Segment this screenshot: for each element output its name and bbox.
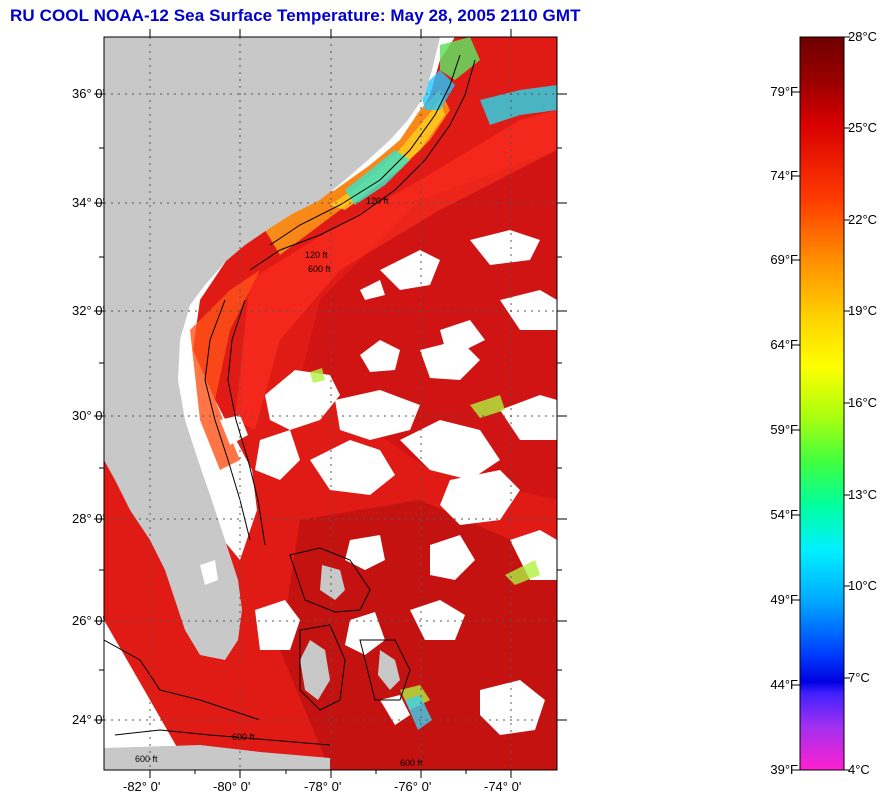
colorbar-c-label: 22°C	[848, 212, 878, 227]
colorbar-f-label: 69°F	[770, 252, 798, 267]
colorbar-c-label: 4°C	[848, 762, 870, 777]
lon-label: -74° 0'	[484, 779, 522, 794]
colorbar-f-label: 54°F	[770, 507, 798, 522]
colorbar-f-label: 59°F	[770, 422, 798, 437]
colorbar-c-label: 19°C	[848, 303, 878, 318]
colorbar-c-label: 7°C	[848, 670, 870, 685]
lat-label: 36° 0'	[72, 86, 105, 101]
colorbar-f-label: 39°F	[770, 762, 798, 777]
colorbar-f-label: 74°F	[770, 168, 798, 183]
colorbar-f-label: 64°F	[770, 337, 798, 352]
lat-label: 28° 0'	[72, 511, 105, 526]
colorbar-f-label: 49°F	[770, 592, 798, 607]
contour-label: 600 ft	[400, 758, 423, 768]
colorbar-f-label: 44°F	[770, 677, 798, 692]
colorbar-c-label: 16°C	[848, 395, 878, 410]
land-region	[104, 37, 440, 660]
lon-label: -82° 0'	[123, 779, 161, 794]
lon-label: -76° 0'	[394, 779, 432, 794]
map-title: RU COOL NOAA-12 Sea Surface Temperature:…	[10, 6, 581, 25]
lat-label: 24° 0'	[72, 712, 105, 727]
contour-label: 600 ft	[308, 264, 331, 274]
lat-label: 32° 0'	[72, 303, 105, 318]
lat-label: 34° 0'	[72, 195, 105, 210]
colorbar-f-label: 79°F	[770, 84, 798, 99]
contour-label: 600 ft	[232, 732, 255, 742]
colorbar-ticks	[794, 36, 850, 771]
colorbar	[799, 36, 845, 771]
cloud-cover	[200, 230, 557, 735]
lat-label: 26° 0'	[72, 613, 105, 628]
lon-label: -80° 0'	[213, 779, 251, 794]
grid-lines	[104, 37, 557, 770]
lon-label: -78° 0'	[304, 779, 342, 794]
contour-label: 600 ft	[135, 754, 158, 764]
axis-ticks	[94, 29, 567, 778]
colorbar-c-label: 28°C	[848, 29, 878, 44]
contour-label: 120 ft	[305, 250, 328, 260]
colorbar-c-label: 13°C	[848, 487, 878, 502]
lat-label: 30° 0'	[72, 408, 105, 423]
colorbar-c-label: 10°C	[848, 578, 878, 593]
colorbar-c-label: 25°C	[848, 120, 878, 135]
contour-label: 120 ft	[366, 196, 389, 206]
